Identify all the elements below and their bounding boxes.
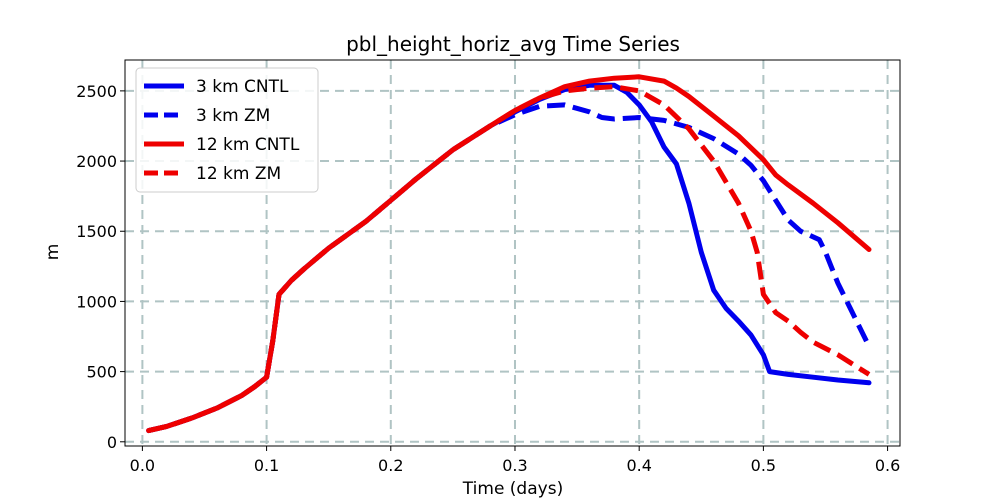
legend-label: 3 km ZM <box>196 106 270 126</box>
plot-frame <box>124 59 901 447</box>
legend-label: 12 km ZM <box>196 164 281 184</box>
y-tick-label: 2500 <box>76 82 117 101</box>
y-tick-label: 0 <box>107 433 117 452</box>
x-tick-label: 0.1 <box>254 456 279 475</box>
chart-title: pbl_height_horiz_avg Time Series <box>346 32 680 56</box>
legend-label: 12 km CNTL <box>196 135 300 155</box>
legend-label: 3 km CNTL <box>196 77 289 97</box>
x-tick-label: 0.6 <box>875 456 900 475</box>
y-tick-label: 1500 <box>76 222 117 241</box>
x-tick-label: 0.2 <box>378 456 403 475</box>
x-tick-label: 0.0 <box>130 456 155 475</box>
series-line-12-km-zm <box>148 84 871 434</box>
y-tick-label: 2000 <box>76 152 117 171</box>
x-tick-label: 0.5 <box>751 456 776 475</box>
x-axis-label: Time (days) <box>462 479 563 499</box>
legend: 3 km CNTL 3 km ZM 12 km CNTL 12 km ZM <box>135 67 319 193</box>
y-tick-label: 1000 <box>76 292 117 311</box>
y-tick-label: 500 <box>86 363 117 382</box>
x-tick-label: 0.4 <box>626 456 651 475</box>
y-axis-label: m <box>43 244 63 261</box>
x-tick-label: 0.3 <box>502 456 527 475</box>
axis-ticks: 0.0 0.1 0.2 0.3 0.4 0.5 0.6 0 500 1000 1500 2000 250… <box>76 82 900 475</box>
legend-box <box>135 67 319 193</box>
plot-lines <box>146 74 872 434</box>
